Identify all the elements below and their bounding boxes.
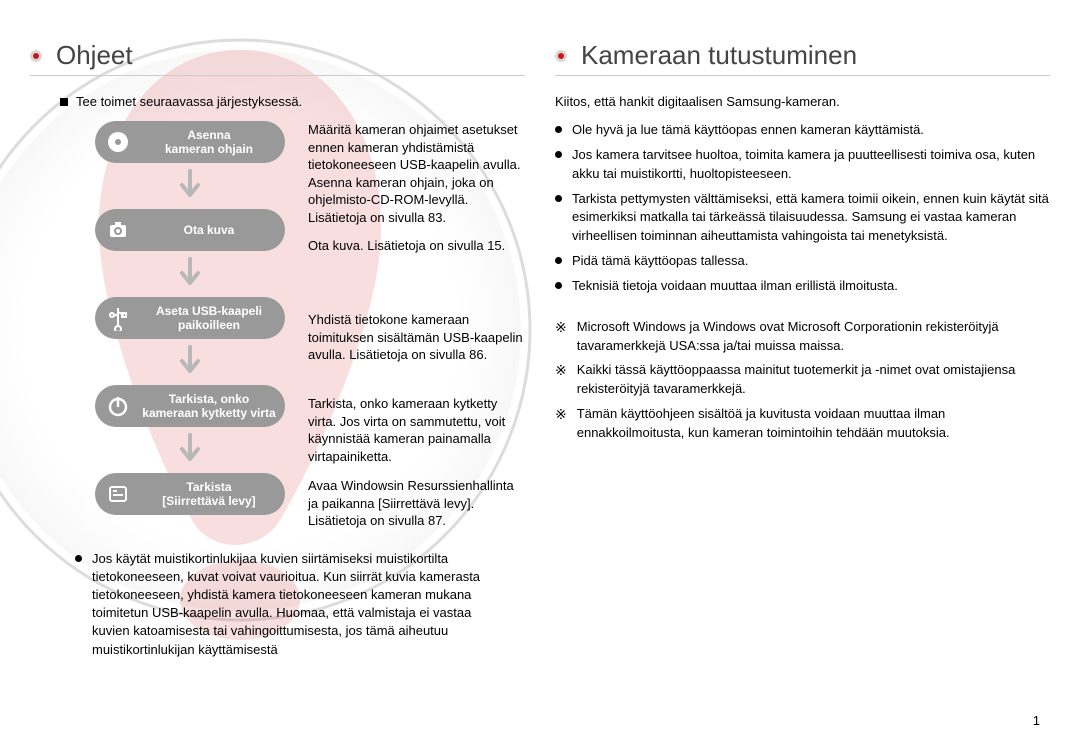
step-pill-shoot: Ota kuva bbox=[95, 209, 285, 251]
page: Ohjeet Tee toimet seuraavassa järjestyks… bbox=[0, 0, 1080, 679]
bullet-icon bbox=[555, 126, 562, 133]
bullet-icon bbox=[555, 195, 562, 202]
star-icon: ※ bbox=[555, 320, 567, 334]
bullet-icon bbox=[75, 555, 82, 562]
left-title: Ohjeet bbox=[56, 40, 133, 71]
step-label: Ota kuva bbox=[141, 223, 277, 237]
right-bullet-list: Ole hyvä ja lue tämä käyttöopas ennen ka… bbox=[555, 121, 1050, 296]
step-desc: Tarkista, onko kameraan kytketty virta. … bbox=[308, 395, 525, 477]
right-header: Kameraan tutustuminen bbox=[555, 40, 1050, 71]
right-intro: Kiitos, että hankit digitaalisen Samsung… bbox=[555, 94, 1050, 109]
header-dot-icon bbox=[30, 50, 42, 62]
power-icon bbox=[103, 391, 133, 421]
left-column: Ohjeet Tee toimet seuraavassa järjestyks… bbox=[30, 40, 525, 659]
list-item: ※ Microsoft Windows ja Windows ovat Micro… bbox=[555, 318, 1050, 356]
bullet-icon bbox=[555, 257, 562, 264]
list-text: Teknisiä tietoja voidaan muuttaa ilman e… bbox=[572, 277, 898, 296]
note-text: Jos käytät muistikortinlukijaa kuvien si… bbox=[92, 550, 505, 659]
camera-icon bbox=[103, 215, 133, 245]
page-number: 1 bbox=[1033, 713, 1040, 728]
list-item: Tarkista pettymysten välttämiseksi, että… bbox=[555, 190, 1050, 247]
divider bbox=[555, 75, 1050, 76]
step-label: Asenna kameran ohjain bbox=[141, 128, 277, 157]
cd-icon bbox=[103, 127, 133, 157]
lead-text: Tee toimet seuraavassa järjestyksessä. bbox=[76, 94, 302, 109]
step-pill-install: Asenna kameran ohjain bbox=[95, 121, 285, 163]
step-label: Tarkista [Siirrettävä levy] bbox=[141, 480, 277, 509]
steps-column: Asenna kameran ohjain Ota kuva bbox=[90, 121, 290, 530]
list-item: Pidä tämä käyttöopas tallessa. bbox=[555, 252, 1050, 271]
step-descriptions: Määritä kameran ohjaimet asetukset ennen… bbox=[308, 121, 525, 530]
step-desc: Ota kuva. Lisätietoja on sivulla 15. bbox=[308, 237, 525, 311]
arrow-down-icon bbox=[175, 257, 205, 291]
step-desc: Avaa Windowsin Resurssienhallinta ja pai… bbox=[308, 477, 525, 530]
step-label: Aseta USB-kaapeli paikoilleen bbox=[141, 304, 277, 333]
list-item: Teknisiä tietoja voidaan muuttaa ilman e… bbox=[555, 277, 1050, 296]
divider bbox=[30, 75, 525, 76]
step-label: Tarkista, onko kameraan kytketty virta bbox=[141, 392, 277, 421]
right-title: Kameraan tutustuminen bbox=[581, 40, 857, 71]
left-header: Ohjeet bbox=[30, 40, 525, 71]
left-note: Jos käytät muistikortinlukijaa kuvien si… bbox=[75, 550, 505, 659]
star-icon: ※ bbox=[555, 363, 567, 377]
list-item: Ole hyvä ja lue tämä käyttöopas ennen ka… bbox=[555, 121, 1050, 140]
bullet-icon bbox=[555, 282, 562, 289]
square-bullet-icon bbox=[60, 98, 68, 106]
star-icon: ※ bbox=[555, 407, 567, 421]
steps-area: Asenna kameran ohjain Ota kuva bbox=[90, 121, 525, 530]
list-text: Tarkista pettymysten välttämiseksi, että… bbox=[572, 190, 1050, 247]
right-column: Kameraan tutustuminen Kiitos, että hanki… bbox=[555, 40, 1050, 659]
list-text: Pidä tämä käyttöopas tallessa. bbox=[572, 252, 748, 271]
list-item: Jos kamera tarvitsee huoltoa, toimita ka… bbox=[555, 146, 1050, 184]
list-text: Jos kamera tarvitsee huoltoa, toimita ka… bbox=[572, 146, 1050, 184]
disk-icon bbox=[103, 479, 133, 509]
list-item: ※ Tämän käyttöohjeen sisältöä ja kuvitust… bbox=[555, 405, 1050, 443]
step-pill-disk: Tarkista [Siirrettävä levy] bbox=[95, 473, 285, 515]
list-text: Microsoft Windows ja Windows ovat Micros… bbox=[577, 318, 1050, 356]
arrow-down-icon bbox=[175, 433, 205, 467]
list-text: Tämän käyttöohjeen sisältöä ja kuvitusta… bbox=[577, 405, 1050, 443]
step-desc: Yhdistä tietokone kameraan toimituksen s… bbox=[308, 311, 525, 395]
right-star-list: ※ Microsoft Windows ja Windows ovat Micro… bbox=[555, 318, 1050, 443]
usb-icon bbox=[103, 303, 133, 333]
bullet-icon bbox=[555, 151, 562, 158]
list-text: Ole hyvä ja lue tämä käyttöopas ennen ka… bbox=[572, 121, 924, 140]
arrow-down-icon bbox=[175, 345, 205, 379]
header-dot-icon bbox=[555, 50, 567, 62]
arrow-down-icon bbox=[175, 169, 205, 203]
list-text: Kaikki tässä käyttöoppaassa mainitut tuo… bbox=[577, 361, 1050, 399]
left-lead: Tee toimet seuraavassa järjestyksessä. bbox=[60, 94, 525, 109]
step-pill-usb: Aseta USB-kaapeli paikoilleen bbox=[95, 297, 285, 339]
step-desc: Määritä kameran ohjaimet asetukset ennen… bbox=[308, 121, 525, 237]
list-item: ※ Kaikki tässä käyttöoppaassa mainitut tu… bbox=[555, 361, 1050, 399]
step-pill-power: Tarkista, onko kameraan kytketty virta bbox=[95, 385, 285, 427]
